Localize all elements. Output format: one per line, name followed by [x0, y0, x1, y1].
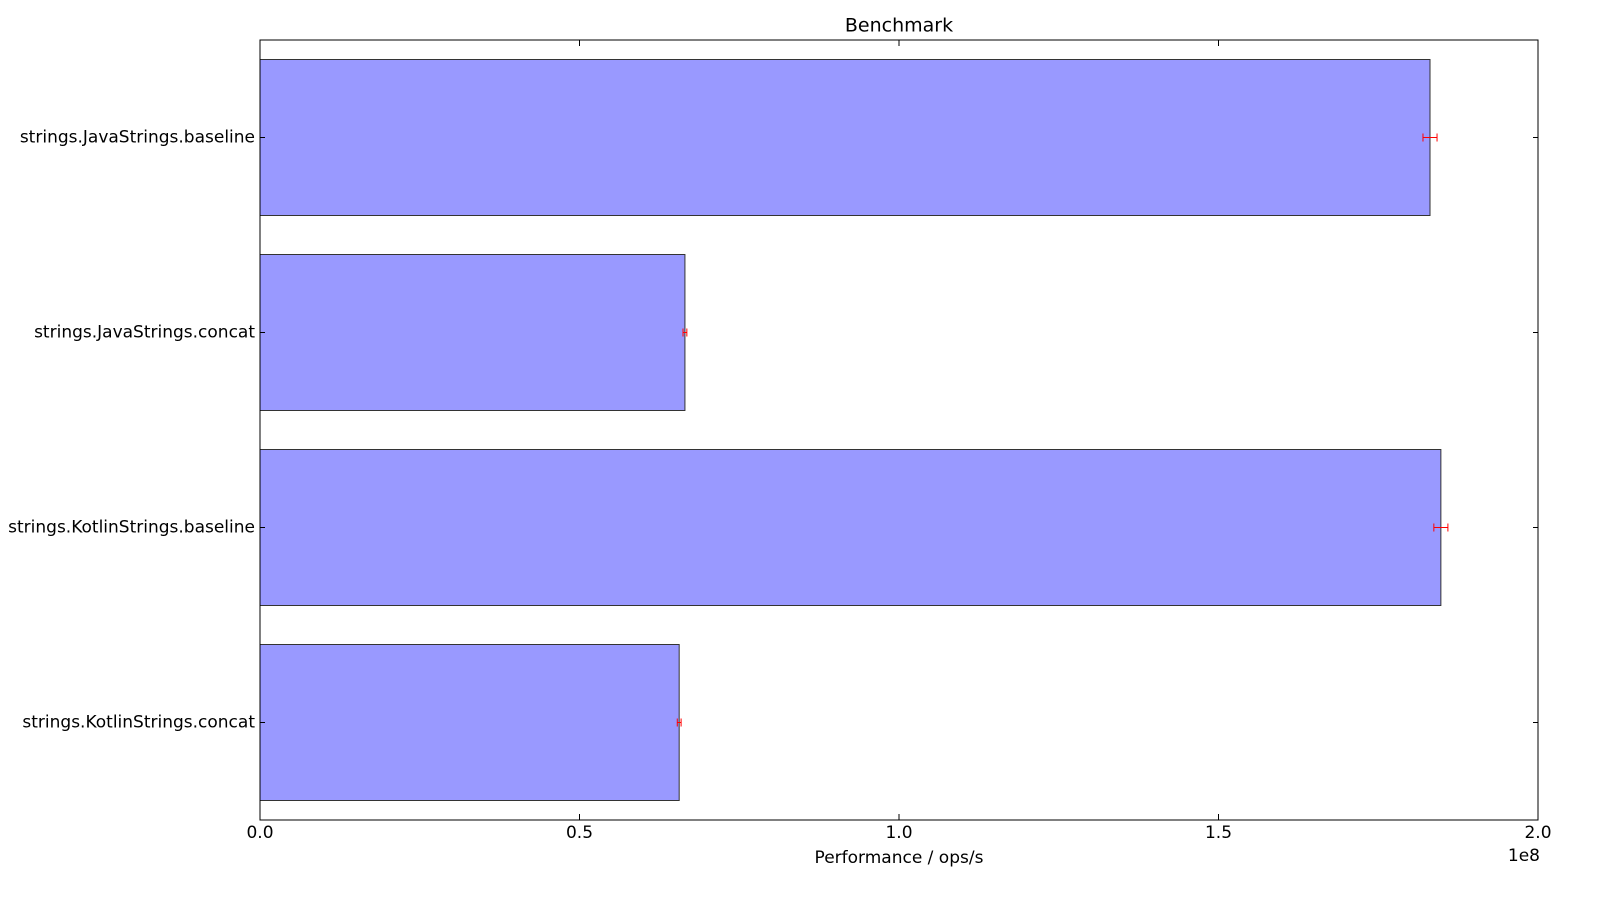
plot-frame: [259, 39, 1539, 821]
bar: [259, 254, 686, 411]
x-tick-label: 0.5: [566, 823, 593, 843]
bar: [259, 644, 680, 801]
error-bar: [682, 328, 688, 337]
x-tick-label: 0.0: [246, 823, 273, 843]
error-bar: [1433, 523, 1449, 532]
x-offset-label: 1e8: [1508, 846, 1540, 866]
y-tick-label: strings.KotlinStrings.baseline: [8, 518, 255, 538]
x-tick-label: 1.0: [885, 823, 912, 843]
x-axis-label: Performance / ops/s: [815, 848, 984, 868]
bar: [259, 449, 1442, 606]
x-tick-label: 2.0: [1524, 823, 1551, 843]
error-bar: [676, 718, 682, 727]
chart-title: Benchmark: [845, 15, 953, 37]
error-bar: [1422, 133, 1438, 142]
y-tick-label: strings.JavaStrings.concat: [34, 323, 255, 343]
bar: [259, 59, 1431, 216]
x-tick-label: 1.5: [1205, 823, 1232, 843]
y-tick-label: strings.JavaStrings.baseline: [20, 128, 255, 148]
y-tick-label: strings.KotlinStrings.concat: [22, 713, 255, 733]
